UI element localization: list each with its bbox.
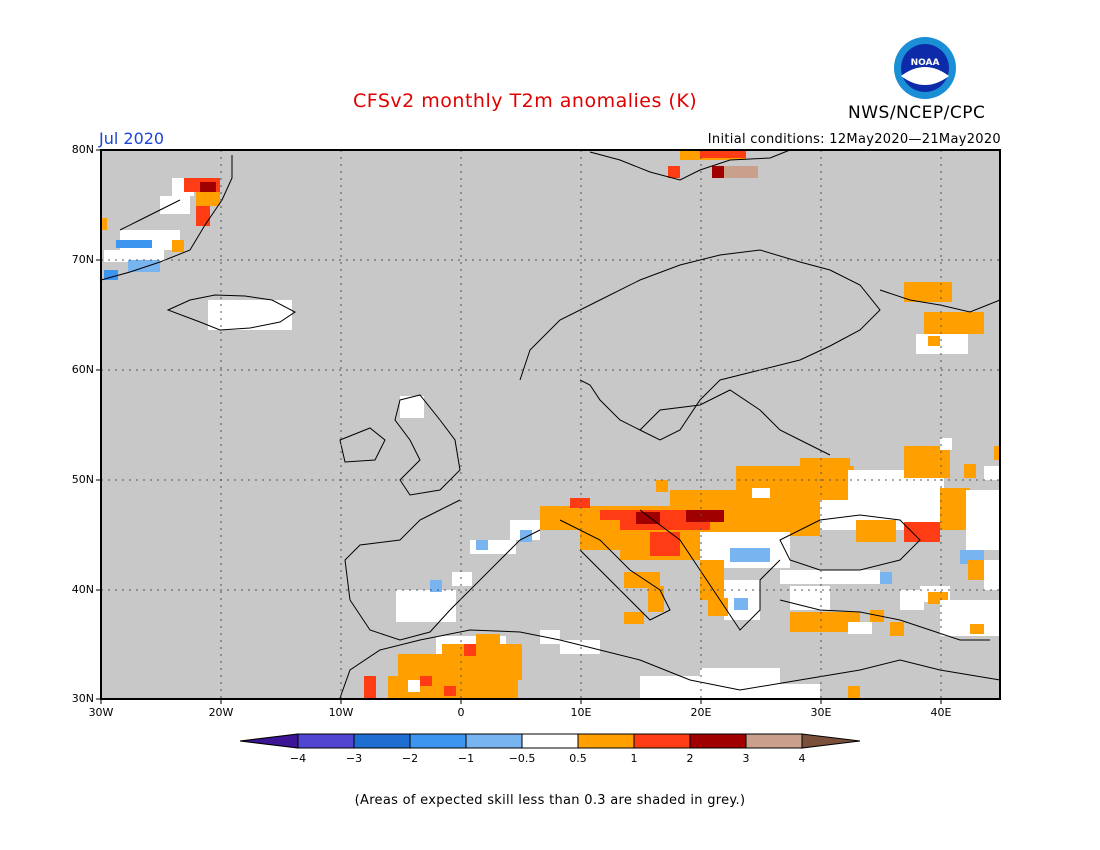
lon-label-30w: 30W: [88, 706, 114, 719]
colorbar-label-0-5: 0.5: [569, 752, 587, 765]
colorbar-label-4: 4: [798, 752, 806, 765]
colorbar-label-m3: −3: [345, 752, 363, 765]
graticule: [101, 150, 1000, 699]
lat-label-30n: 30N: [71, 692, 94, 705]
lat-label-80n: 80N: [71, 143, 94, 156]
lat-label-60n: 60N: [71, 363, 94, 376]
colorbar-bin-8: [689, 733, 747, 749]
colorbar-arrow-high: [801, 733, 861, 749]
colorbar-bin-7: [633, 733, 691, 749]
colorbar-label-1: 1: [630, 752, 638, 765]
lon-label-10e: 10E: [570, 706, 592, 719]
lon-label-20e: 20E: [690, 706, 712, 719]
colorbar-bin-4: [465, 733, 523, 749]
noaa-logo-icon: NOAA: [894, 37, 956, 99]
axis-ticks: [96, 149, 942, 704]
map-frame: [100, 149, 1001, 700]
forecast-month: Jul 2020: [99, 129, 165, 148]
lon-label-30e: 30E: [810, 706, 832, 719]
colorbar-label-m0-5: −0.5: [508, 752, 536, 765]
colorbar-bin-6: [577, 733, 635, 749]
initial-conditions: Initial conditions: 12May2020—21May2020: [707, 132, 1001, 147]
lon-label-10w: 10W: [328, 706, 354, 719]
lat-label-50n: 50N: [71, 473, 94, 486]
colorbar-label-3: 3: [742, 752, 750, 765]
svg-text:NOAA: NOAA: [911, 58, 940, 68]
skill-note: (Areas of expected skill less than 0.3 a…: [354, 793, 746, 808]
colorbar-bin-3: [409, 733, 467, 749]
colorbar-bin-9: [745, 733, 803, 749]
colorbar-bin-1: [297, 733, 355, 749]
colorbar-label-2: 2: [686, 752, 694, 765]
colorbar-bin-2: [353, 733, 411, 749]
lat-label-40n: 40N: [71, 583, 94, 596]
lat-label-70n: 70N: [71, 253, 94, 266]
anomaly-patches: [101, 150, 1000, 698]
colorbar-label-m4: −4: [289, 752, 307, 765]
colorbar-label-m2: −2: [401, 752, 419, 765]
lon-label-20w: 20W: [208, 706, 234, 719]
lon-label-40e: 40E: [930, 706, 952, 719]
colorbar-label-m1: −1: [457, 752, 475, 765]
colorbar-bin-5: [521, 733, 579, 749]
colorbar-arrow-low: [239, 733, 299, 749]
coastlines: [100, 149, 1001, 699]
lon-label-0: 0: [457, 706, 465, 719]
chart-title: CFSv2 monthly T2m anomalies (K): [353, 90, 698, 112]
organization-label: NWS/NCEP/CPC: [848, 103, 986, 123]
map-background: [101, 150, 1000, 699]
